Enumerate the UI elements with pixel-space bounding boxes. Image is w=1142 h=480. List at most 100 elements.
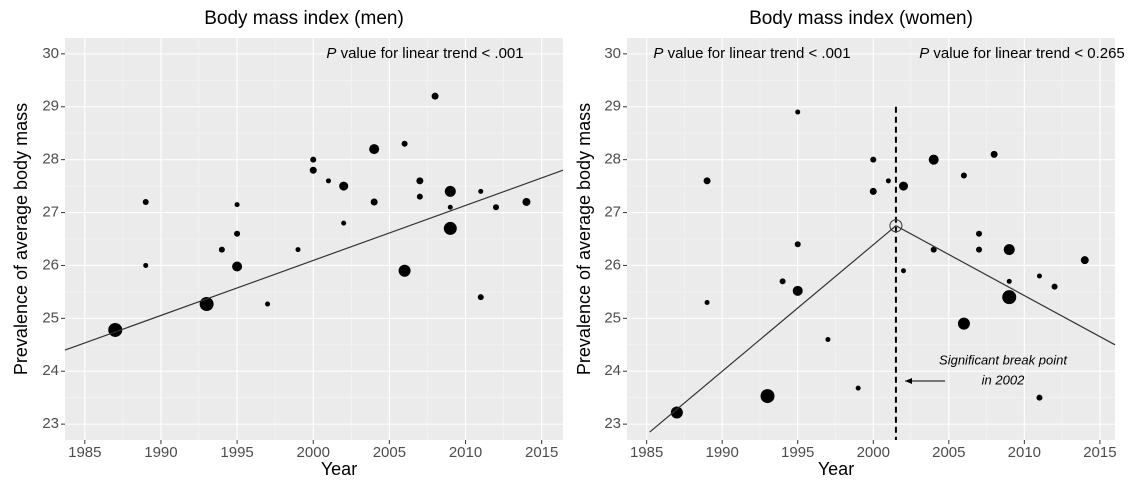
y-axis-label: Prevalence of average body mass <box>11 103 31 375</box>
point <box>401 140 408 147</box>
point <box>265 301 271 307</box>
point <box>976 230 983 237</box>
y-tick-label: 25 <box>604 309 621 326</box>
x-tick-label: 2000 <box>857 444 890 461</box>
y-tick-label: 27 <box>604 204 621 221</box>
trend-line <box>64 169 564 351</box>
point <box>1006 278 1012 284</box>
y-tick-label: 29 <box>604 98 621 115</box>
point <box>1002 290 1017 305</box>
point <box>1080 256 1089 265</box>
x-tick-label: 2000 <box>297 444 330 461</box>
point <box>369 144 380 155</box>
y-tick-label: 25 <box>42 309 59 326</box>
x-tick-label: 1990 <box>705 444 738 461</box>
point <box>234 230 241 237</box>
break-label: Significant break point <box>939 352 1068 367</box>
point <box>234 202 240 208</box>
point <box>870 156 877 163</box>
y-tick-label: 30 <box>42 45 59 62</box>
y-tick-label: 23 <box>604 415 621 432</box>
point <box>928 154 939 165</box>
point <box>825 337 831 342</box>
arrow-head <box>905 378 912 384</box>
annotation: P value for linear trend < 0.265 <box>919 45 1125 62</box>
point <box>370 198 378 206</box>
annotation: P value for linear trend < .001 <box>326 45 523 62</box>
y-tick-label: 27 <box>42 204 59 221</box>
y-tick-label: 28 <box>604 151 621 168</box>
point <box>416 193 423 200</box>
point <box>398 264 411 277</box>
point <box>957 317 970 330</box>
point <box>960 172 967 179</box>
point <box>930 246 937 253</box>
x-tick-label: 2005 <box>932 444 965 461</box>
y-tick-label: 24 <box>604 362 621 379</box>
point <box>447 204 453 210</box>
x-tick-label: 1990 <box>144 444 177 461</box>
point <box>1051 283 1058 290</box>
y-tick-label: 26 <box>604 256 621 273</box>
point <box>779 278 786 285</box>
x-tick-label: 1995 <box>220 444 253 461</box>
point <box>795 109 801 115</box>
point <box>310 156 317 163</box>
x-tick-label: 1995 <box>781 444 814 461</box>
y-tick-label: 26 <box>42 256 59 273</box>
point <box>478 188 484 194</box>
y-tick-label: 28 <box>42 151 59 168</box>
x-tick-label: 1985 <box>68 444 101 461</box>
break-label: in 2002 <box>982 372 1025 387</box>
point <box>492 204 499 211</box>
chart-title: Body mass index (men) <box>204 8 404 29</box>
point <box>143 262 149 268</box>
point <box>309 166 317 174</box>
point <box>325 178 331 184</box>
point <box>885 178 891 184</box>
point <box>1003 244 1015 256</box>
point <box>869 187 877 195</box>
point <box>990 150 998 158</box>
x-tick-label: 2005 <box>373 444 406 461</box>
x-tick-label: 2010 <box>1008 444 1041 461</box>
point <box>477 294 484 301</box>
point <box>855 385 861 391</box>
point <box>976 246 983 253</box>
y-tick-label: 24 <box>42 362 59 379</box>
y-tick-label: 29 <box>42 98 59 115</box>
point <box>218 246 225 253</box>
point <box>295 247 301 253</box>
point <box>898 181 908 191</box>
point <box>900 268 906 274</box>
point <box>232 261 243 272</box>
point <box>444 185 456 197</box>
point <box>760 389 775 404</box>
trend-line <box>649 225 1116 433</box>
point <box>794 241 801 248</box>
point <box>1036 273 1042 279</box>
x-tick-label: 1985 <box>630 444 663 461</box>
point <box>522 197 531 206</box>
annotation: P value for linear trend < .001 <box>653 45 850 62</box>
point <box>416 177 424 185</box>
chart-title: Body mass index (women) <box>749 8 973 29</box>
point <box>792 285 803 296</box>
point <box>341 220 347 226</box>
x-axis-label: Year <box>321 459 357 479</box>
y-tick-label: 30 <box>604 45 621 62</box>
point <box>704 299 710 305</box>
point <box>703 177 711 185</box>
x-tick-label: 2010 <box>449 444 482 461</box>
point <box>142 198 149 205</box>
point <box>431 92 439 100</box>
x-tick-label: 2015 <box>1083 444 1116 461</box>
x-tick-label: 2015 <box>525 444 558 461</box>
x-axis-label: Year <box>818 459 854 479</box>
point <box>339 181 349 191</box>
point <box>1036 394 1043 401</box>
y-tick-label: 23 <box>42 415 59 432</box>
y-axis-label: Prevalence of average body mass <box>574 103 594 375</box>
break-point <box>889 219 903 233</box>
